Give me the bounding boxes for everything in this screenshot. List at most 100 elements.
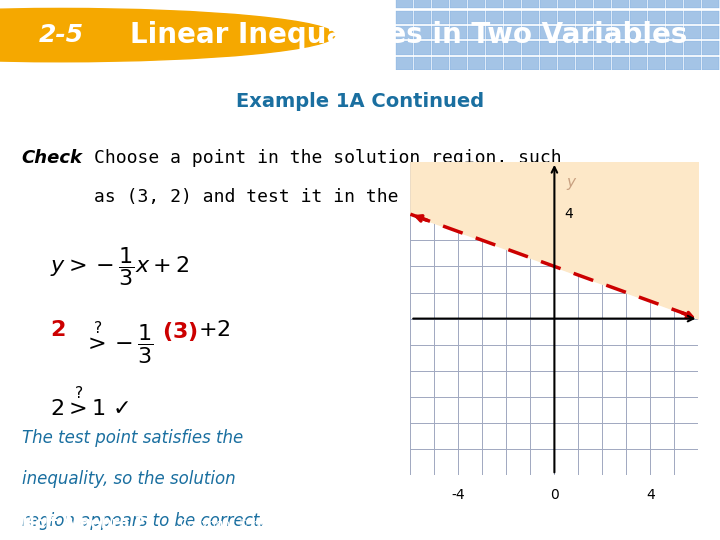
Bar	[432, 26, 449, 39]
Bar	[558, 0, 575, 9]
Text: 4: 4	[564, 207, 572, 221]
Bar	[630, 0, 647, 9]
Text: as (3, 2) and test it in the inequality.: as (3, 2) and test it in the inequality.	[94, 188, 528, 206]
Bar	[594, 57, 611, 70]
Bar	[666, 10, 683, 24]
Bar	[612, 0, 629, 9]
Bar	[468, 0, 485, 9]
Bar	[666, 0, 683, 9]
Bar	[396, 42, 413, 55]
Bar	[450, 0, 467, 9]
Bar	[504, 10, 521, 24]
Bar	[540, 57, 557, 70]
Bar	[612, 26, 629, 39]
Text: -4: -4	[451, 488, 465, 502]
Bar	[594, 26, 611, 39]
Bar	[702, 57, 719, 70]
Text: $\overset{?}{>} -\dfrac{1}{3}$: $\overset{?}{>} -\dfrac{1}{3}$	[83, 320, 153, 367]
Bar	[702, 0, 719, 9]
Bar	[522, 42, 539, 55]
Bar	[612, 42, 629, 55]
Bar	[684, 42, 701, 55]
Text: 4: 4	[646, 488, 654, 502]
Text: Copyright © by Holt, Rinehart and Winston. All Rights Reserved.: Copyright © by Holt, Rinehart and Winsto…	[181, 519, 539, 529]
Bar	[558, 10, 575, 24]
Bar	[576, 42, 593, 55]
Bar	[684, 57, 701, 70]
Text: The test point satisfies the: The test point satisfies the	[22, 429, 243, 447]
Bar	[540, 0, 557, 9]
Bar	[630, 10, 647, 24]
Bar	[576, 57, 593, 70]
Bar	[576, 0, 593, 9]
Bar	[504, 57, 521, 70]
Bar	[612, 57, 629, 70]
Bar	[486, 0, 503, 9]
Bar	[594, 0, 611, 9]
Bar	[540, 26, 557, 39]
Bar	[432, 42, 449, 55]
Bar	[648, 57, 665, 70]
Text: Linear Inequalities in Two Variables: Linear Inequalities in Two Variables	[130, 21, 687, 49]
Bar	[414, 10, 431, 24]
Bar	[666, 57, 683, 70]
Bar	[486, 10, 503, 24]
Bar	[648, 42, 665, 55]
Bar	[396, 10, 413, 24]
Bar	[450, 10, 467, 24]
Bar	[396, 57, 413, 70]
Bar	[432, 10, 449, 24]
Bar	[522, 26, 539, 39]
Bar	[450, 26, 467, 39]
Circle shape	[0, 9, 335, 62]
Bar	[504, 26, 521, 39]
Bar	[558, 57, 575, 70]
Bar	[432, 57, 449, 70]
Bar	[684, 26, 701, 39]
Text: Check: Check	[22, 149, 83, 167]
Bar	[684, 10, 701, 24]
Bar	[522, 0, 539, 9]
Bar	[396, 26, 413, 39]
Bar	[702, 42, 719, 55]
Bar	[504, 42, 521, 55]
Bar	[450, 57, 467, 70]
Bar	[468, 57, 485, 70]
Bar	[630, 42, 647, 55]
Text: $+ 2$: $+ 2$	[198, 320, 230, 340]
Bar	[468, 26, 485, 39]
Bar	[648, 0, 665, 9]
Bar	[630, 57, 647, 70]
Bar	[576, 26, 593, 39]
Bar	[414, 26, 431, 39]
Bar	[576, 10, 593, 24]
Bar	[414, 57, 431, 70]
Bar	[666, 26, 683, 39]
Bar	[648, 26, 665, 39]
Text: $y > -\dfrac{1}{3}x + 2$: $y > -\dfrac{1}{3}x + 2$	[50, 245, 190, 288]
Text: 2-5: 2-5	[39, 23, 84, 47]
Bar	[612, 10, 629, 24]
Text: 0: 0	[550, 488, 559, 502]
Bar	[486, 42, 503, 55]
Bar	[594, 42, 611, 55]
Bar	[486, 57, 503, 70]
Bar	[522, 10, 539, 24]
Text: region appears to be correct.: region appears to be correct.	[22, 512, 264, 530]
Text: Example 1A Continued: Example 1A Continued	[236, 92, 484, 111]
Bar	[486, 26, 503, 39]
Text: Choose a point in the solution region, such: Choose a point in the solution region, s…	[94, 149, 561, 167]
Bar	[414, 0, 431, 9]
Bar	[468, 42, 485, 55]
Text: inequality, so the solution: inequality, so the solution	[22, 470, 235, 488]
Bar	[450, 42, 467, 55]
Bar	[648, 10, 665, 24]
Bar	[414, 42, 431, 55]
Bar	[702, 26, 719, 39]
Text: $\mathbf{(3)}$: $\mathbf{(3)}$	[162, 320, 198, 342]
Text: y: y	[567, 175, 575, 190]
Bar	[630, 26, 647, 39]
Bar	[504, 0, 521, 9]
Bar	[594, 10, 611, 24]
Bar	[540, 42, 557, 55]
